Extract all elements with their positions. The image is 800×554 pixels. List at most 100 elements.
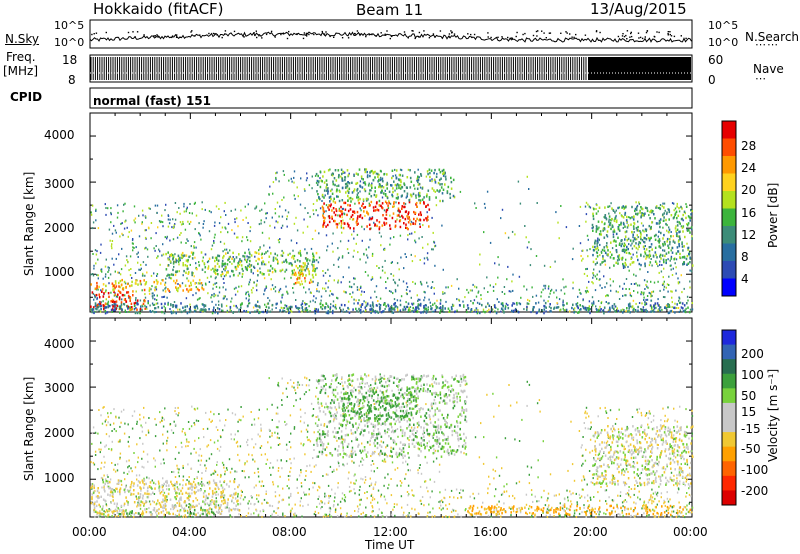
velocity-echo [221,461,224,464]
power-echo [672,240,675,243]
power-echo [309,215,311,218]
power-echo [274,268,276,271]
power-echo [666,229,668,232]
power-echo [370,170,373,173]
power-echo [122,210,124,213]
velocity-echo [168,512,170,515]
velocity-echo [179,483,181,486]
noise-search-dot [134,36,136,38]
power-echo [284,209,287,212]
power-echo [574,310,576,313]
power-echo [393,180,395,183]
velocity-echo [157,480,160,483]
power-echo [662,276,664,279]
power-echo [165,252,167,256]
power-echo [686,223,688,226]
power-echo [361,216,364,220]
power-echo [152,295,154,298]
power-echo [283,277,286,280]
noise-search-dot [190,31,192,33]
power-echo [681,226,684,229]
power-echo [571,258,574,261]
noise-search-dot [153,35,155,37]
power-echo [290,276,292,279]
power-echo [637,309,639,312]
power-echo [656,256,658,259]
power-echo [419,304,422,307]
power-echo [370,200,373,204]
power-echo [196,298,199,301]
power-echo [348,285,351,288]
velocity-echo [238,459,241,462]
power-echo [374,170,376,173]
power-echo [462,300,464,303]
power-echo [571,306,573,310]
power-echo [136,303,139,306]
power-echo [144,274,146,277]
power-echo [658,230,660,233]
velocity-echo [143,416,145,419]
power-echo [353,190,355,193]
power-echo [686,228,688,231]
power-echo [125,300,127,303]
power-echo [426,211,428,214]
power-echo [330,203,332,206]
power-echo [356,189,358,192]
power-echo [259,306,261,309]
power-echo [519,202,522,205]
power-echo [597,300,600,302]
power-echo [483,231,485,234]
power-echo [390,308,393,311]
power-echo [672,267,674,270]
power-echo [312,203,315,205]
power-echo [98,296,101,299]
velocity-echo [244,462,246,465]
velocity-echo [295,392,297,395]
power-echo [667,251,670,254]
velocity-echo [226,506,228,509]
power-echo [653,304,655,307]
power-echo [419,225,421,228]
power-echo [288,311,291,314]
power-echo [663,260,665,264]
power-echo [359,308,362,312]
power-echo [218,265,221,268]
power-echo [342,219,344,222]
power-echo [612,233,615,236]
power-echo [294,260,296,263]
power-echo [632,239,635,242]
power-echo [315,297,317,300]
power-echo [191,271,193,274]
power-echo [407,168,410,171]
power-echo [265,263,267,266]
power-echo [474,309,476,312]
power-echo [625,258,627,261]
power-echo [145,229,147,232]
power-echo [180,241,182,244]
power-echo [517,180,520,183]
power-echo [290,239,293,242]
power-echo [334,183,336,187]
power-echo [410,195,413,198]
power-echo [168,289,170,293]
power-echo [240,264,243,267]
velocity-echo [605,411,608,414]
power-echo [592,274,595,277]
velocity-echo [205,411,207,414]
power-echo [544,301,547,305]
power-echo [254,310,256,313]
power-echo [405,282,408,285]
power-echo [532,310,534,313]
power-echo [213,236,216,239]
power-echo [430,169,433,172]
power-echo [145,246,147,249]
power-echo [221,262,224,265]
power-echo [395,201,397,204]
power-echo [327,268,329,271]
power-echo [325,225,327,228]
power-echo [221,305,223,308]
power-echo [388,200,390,203]
velocity-echo [277,514,279,517]
power-echo [179,284,181,287]
power-echo [682,219,684,222]
